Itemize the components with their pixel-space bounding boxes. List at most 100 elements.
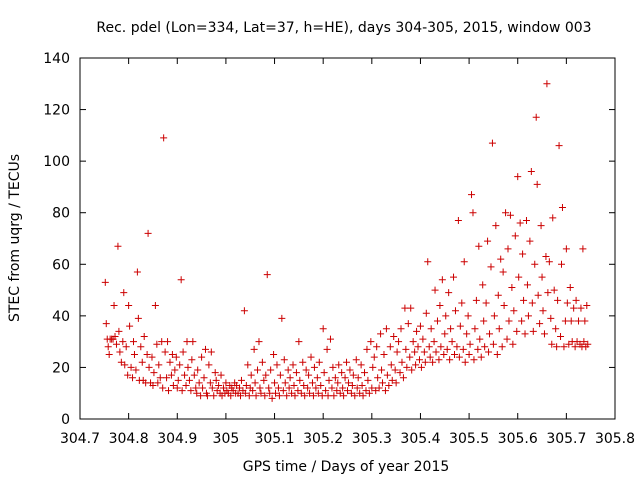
data-point — [255, 338, 263, 346]
data-point — [540, 330, 548, 338]
data-point — [499, 268, 507, 276]
data-point — [201, 345, 209, 353]
data-point — [160, 134, 168, 142]
data-point — [266, 389, 274, 397]
data-point — [252, 392, 260, 400]
data-point — [309, 392, 317, 400]
data-point — [492, 222, 500, 230]
data-point — [292, 369, 300, 377]
data-point — [203, 392, 211, 400]
data-point — [438, 276, 446, 284]
data-point — [498, 343, 506, 351]
data-point — [197, 392, 205, 400]
data-point — [242, 381, 250, 389]
x-tick-label: 305.1 — [254, 431, 294, 447]
data-point — [308, 379, 316, 387]
data-point — [295, 338, 303, 346]
data-point — [155, 361, 163, 369]
data-point — [300, 381, 308, 389]
data-point — [413, 327, 421, 335]
data-point — [468, 191, 476, 199]
data-point — [508, 283, 516, 291]
data-point — [432, 348, 440, 356]
data-point — [579, 245, 587, 253]
data-point — [262, 371, 270, 379]
data-point — [489, 340, 497, 348]
data-point — [459, 345, 467, 353]
data-point — [398, 358, 406, 366]
data-point — [514, 173, 522, 181]
data-point — [584, 340, 592, 348]
data-point — [477, 353, 485, 361]
data-point — [470, 356, 478, 364]
data-point — [158, 338, 166, 346]
data-point — [353, 384, 361, 392]
data-point — [346, 366, 354, 374]
x-tick-label: 304.8 — [109, 431, 149, 447]
data-point — [416, 322, 424, 330]
data-point — [408, 366, 416, 374]
data-point — [497, 255, 505, 263]
data-point — [412, 361, 420, 369]
data-point — [326, 335, 334, 343]
data-point — [509, 340, 517, 348]
x-tick-label: 305.7 — [546, 431, 586, 447]
data-point — [101, 278, 109, 286]
data-point — [422, 309, 430, 317]
data-point — [548, 340, 556, 348]
chart-title: Rec. pdel (Lon=334, Lat=37, h=HE), days … — [96, 20, 591, 36]
data-point — [409, 338, 417, 346]
data-point — [310, 363, 318, 371]
data-point — [260, 376, 268, 384]
data-point — [284, 366, 292, 374]
data-point — [172, 353, 180, 361]
data-point — [320, 369, 328, 377]
data-point — [250, 345, 258, 353]
data-point — [395, 338, 403, 346]
data-point — [166, 358, 174, 366]
data-point — [484, 237, 492, 245]
data-point — [461, 358, 469, 366]
data-point — [190, 371, 198, 379]
data-point — [552, 325, 560, 333]
data-point — [510, 307, 518, 315]
data-point — [351, 392, 359, 400]
data-point — [161, 348, 169, 356]
data-point — [364, 376, 372, 384]
data-point — [244, 361, 252, 369]
data-point — [558, 260, 565, 268]
data-point — [396, 369, 404, 377]
data-point — [431, 286, 439, 294]
data-point — [397, 325, 405, 333]
data-point — [116, 348, 124, 356]
data-point — [380, 351, 388, 359]
data-point — [184, 363, 192, 371]
data-point — [411, 348, 419, 356]
data-point — [279, 387, 287, 395]
data-point — [237, 392, 244, 400]
data-point — [133, 268, 141, 276]
x-tick-label: 305.2 — [303, 431, 343, 447]
data-point — [215, 381, 223, 389]
data-point — [132, 366, 140, 374]
plot-frame — [79, 57, 616, 420]
data-point — [402, 345, 410, 353]
data-point — [318, 392, 326, 400]
data-point — [286, 374, 294, 382]
data-point — [338, 369, 346, 377]
data-point — [375, 384, 383, 392]
data-point — [479, 281, 487, 289]
data-point — [378, 366, 386, 374]
data-point — [490, 312, 498, 320]
data-point — [171, 366, 179, 374]
data-point — [495, 325, 503, 333]
data-point — [520, 296, 528, 304]
data-point — [563, 299, 571, 307]
data-point — [440, 351, 448, 359]
x-tick-label: 305.8 — [595, 431, 635, 447]
data-point — [519, 250, 527, 258]
data-point — [340, 392, 348, 400]
x-tick-label: 305 — [213, 431, 240, 447]
data-point — [393, 348, 401, 356]
data-point — [403, 363, 411, 371]
